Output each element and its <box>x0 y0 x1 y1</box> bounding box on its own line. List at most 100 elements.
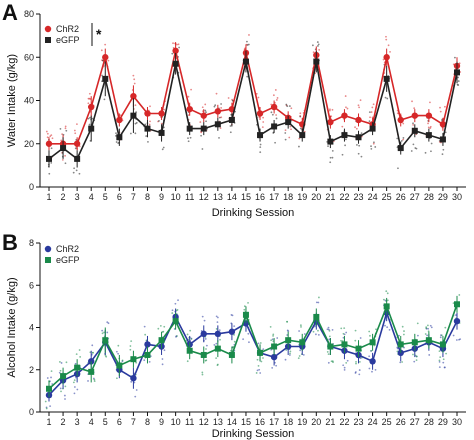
data-point <box>214 121 221 128</box>
subject-point <box>368 367 371 370</box>
subject-point <box>205 111 207 114</box>
subject-point <box>426 324 429 327</box>
subject-point <box>454 56 456 59</box>
subject-point <box>368 355 371 358</box>
legend-label: ChR2 <box>56 244 79 254</box>
subject-point <box>342 336 345 339</box>
subject-point <box>176 43 178 46</box>
subject-point <box>272 94 275 97</box>
data-point <box>200 330 207 338</box>
subject-point <box>345 106 347 109</box>
x-axis-title: Drinking Session <box>212 207 295 219</box>
subject-point <box>61 158 64 161</box>
subject-point <box>87 117 90 120</box>
subject-point <box>215 328 218 330</box>
subject-point <box>299 127 302 130</box>
subject-point <box>201 315 204 318</box>
x-tick-label: 4 <box>89 417 94 427</box>
subject-point <box>370 349 372 352</box>
subject-point <box>412 122 414 125</box>
x-tick-label: 15 <box>241 417 251 427</box>
subject-point <box>74 132 77 135</box>
x-tick-label: 14 <box>227 417 237 427</box>
subject-point <box>368 330 371 333</box>
subject-point <box>129 132 132 135</box>
subject-point <box>346 107 349 110</box>
subject-point <box>340 327 343 330</box>
data-point <box>74 155 81 162</box>
subject-point <box>161 148 164 151</box>
subject-point <box>317 43 320 46</box>
x-tick-label: 3 <box>75 417 80 427</box>
y-axis-title: Water Intake (g/kg) <box>6 54 18 147</box>
subject-point <box>49 405 52 408</box>
x-tick-label: 13 <box>213 417 223 427</box>
subject-point <box>274 89 277 91</box>
subject-point <box>257 365 260 367</box>
subject-point <box>48 172 51 175</box>
subject-point <box>300 326 302 328</box>
data-point <box>355 345 362 352</box>
subject-point <box>343 366 346 369</box>
subject-point <box>262 121 265 123</box>
subject-point <box>439 106 441 109</box>
legend-marker <box>45 37 51 43</box>
data-point <box>411 127 418 134</box>
subject-point <box>440 334 443 337</box>
data-point <box>271 123 278 130</box>
data-point <box>411 112 418 119</box>
subject-point <box>171 309 174 312</box>
subject-point <box>331 328 334 331</box>
subject-point <box>271 113 274 116</box>
subject-point <box>262 348 265 351</box>
subject-point <box>117 142 120 145</box>
subject-point <box>358 373 361 376</box>
subject-point <box>275 114 277 116</box>
subject-points-egfp <box>44 290 461 410</box>
x-tick-label: 23 <box>354 192 364 202</box>
data-point <box>439 136 446 143</box>
subject-point <box>417 334 419 337</box>
subject-point <box>215 315 218 318</box>
subject-point <box>412 353 414 356</box>
subject-point <box>220 116 223 119</box>
subject-point <box>443 366 446 369</box>
subject-point <box>51 137 54 140</box>
subject-point <box>371 106 374 109</box>
subject-point <box>427 126 430 129</box>
subject-point <box>389 50 391 53</box>
subject-point <box>149 120 151 123</box>
x-tick-label: 3 <box>75 192 80 202</box>
subject-point <box>368 120 371 123</box>
data-point <box>425 112 433 119</box>
subject-point <box>78 172 81 175</box>
x-tick-label: 19 <box>297 417 307 427</box>
subject-point <box>288 354 291 356</box>
subject-point <box>93 378 96 381</box>
subject-point <box>303 333 306 335</box>
subject-point <box>50 147 53 150</box>
series-chr2 <box>45 42 461 153</box>
subject-point <box>64 127 67 130</box>
subject-point <box>93 380 96 383</box>
subject-point <box>289 352 291 355</box>
subject-point <box>290 107 293 110</box>
subject-point <box>103 98 106 101</box>
subject-point <box>425 327 428 330</box>
data-point <box>355 134 362 141</box>
subject-point <box>91 117 94 120</box>
subject-point <box>172 42 174 45</box>
subject-point <box>114 134 117 137</box>
subject-point <box>143 325 146 328</box>
subject-point <box>163 349 166 352</box>
x-tick-label: 12 <box>199 417 209 427</box>
subject-point <box>386 326 389 329</box>
data-point <box>88 125 95 132</box>
subject-point <box>106 331 109 334</box>
subject-point <box>328 329 331 332</box>
subject-point <box>359 99 362 102</box>
series-egfp <box>46 50 460 168</box>
subject-point <box>105 355 108 358</box>
subject-point <box>73 379 76 382</box>
subject-point <box>148 123 151 126</box>
